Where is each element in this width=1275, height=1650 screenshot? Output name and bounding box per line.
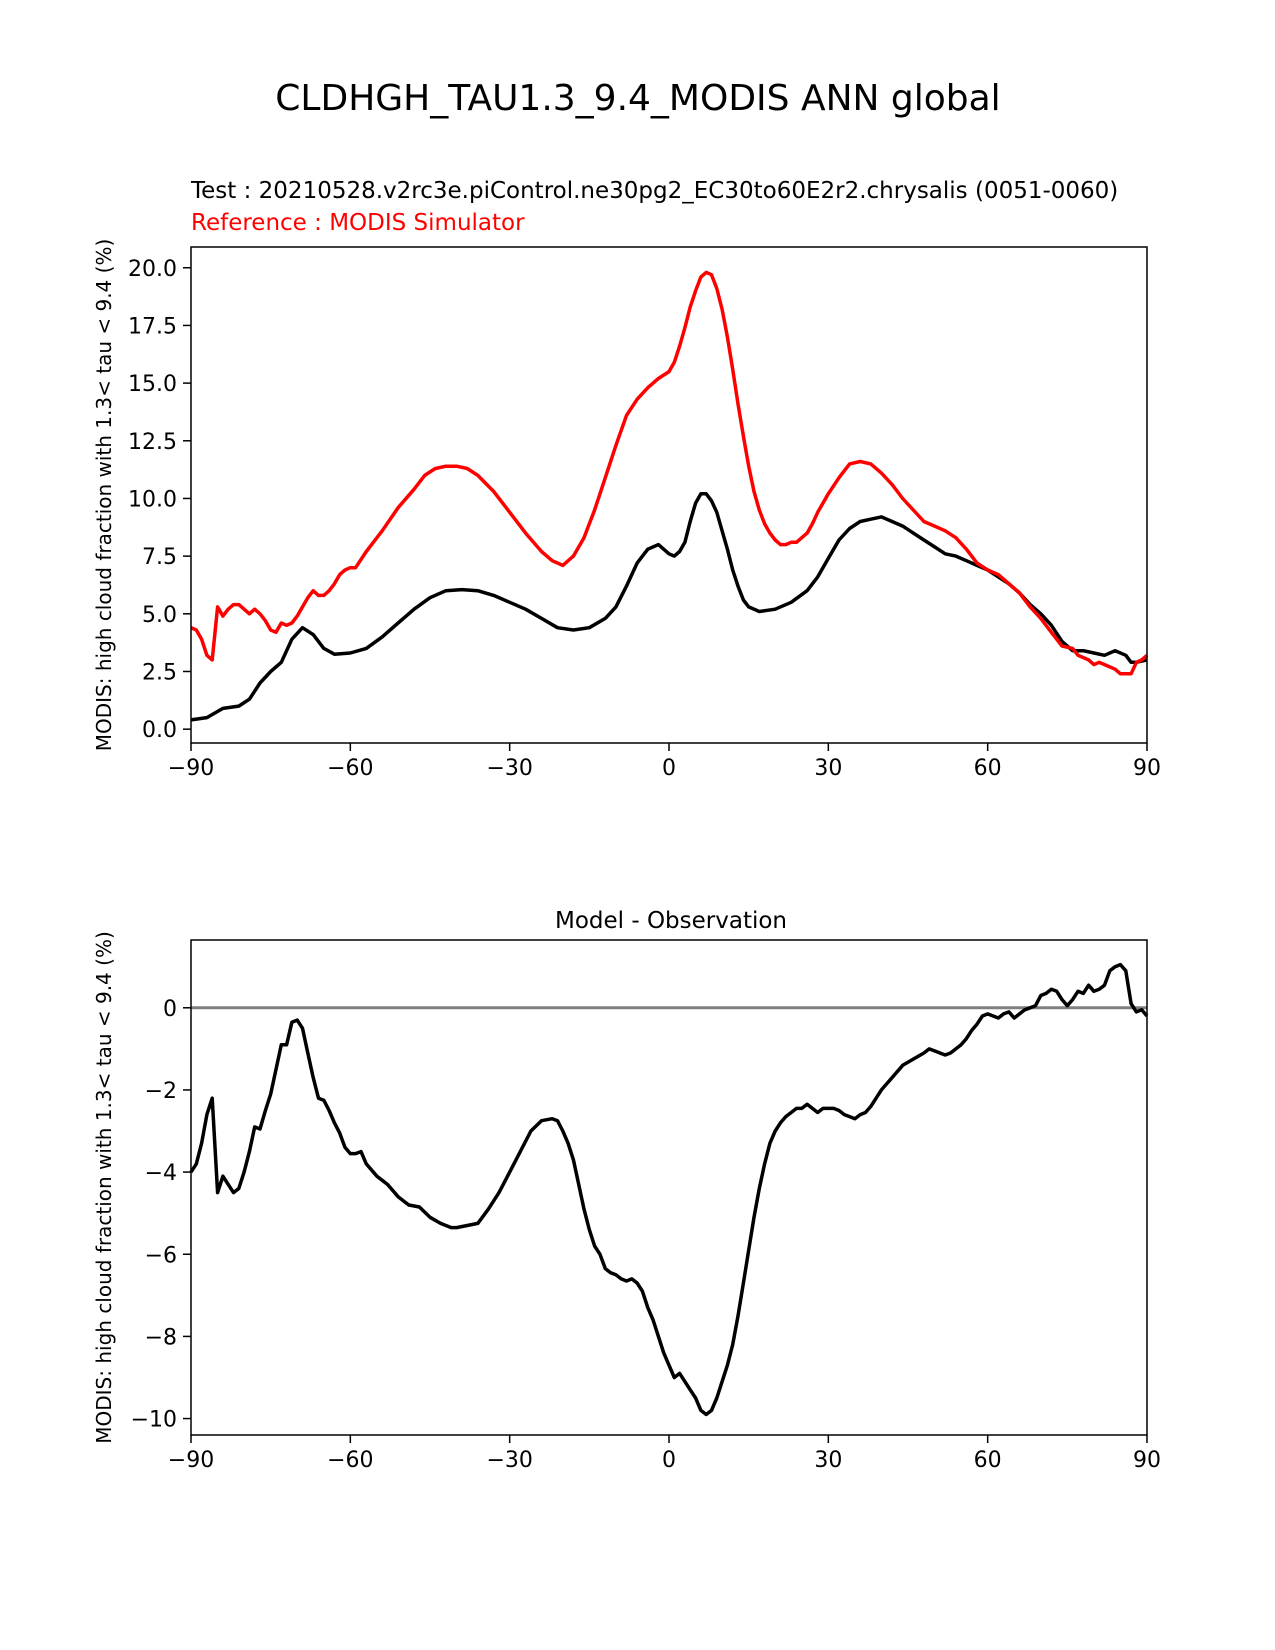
top-series-group [190,270,1149,722]
top-y-axis-label: MODIS: high cloud fraction with 1.3< tau… [92,239,116,751]
top-x-tick-label: −30 [486,756,532,781]
top-y-tick-label: 10.0 [128,487,177,512]
top-series-line-2 [190,270,1149,676]
bottom-series-line-1 [189,962,1149,1417]
bottom-series-group [189,962,1149,1417]
top-axes: −90 −60 −30 0 30 60 90 0.0 2.5 5.0 7.5 10.0 12.5 15.0… [128,246,1161,781]
bottom-y-tick-label: −6 [145,1243,177,1268]
top-y-tick-label: 17.5 [128,314,177,339]
bottom-axes: −90 −60 −30 0 30 60 90 −10 −8 −6 −4 −2 0 [131,939,1161,1473]
reference-label: Reference : MODIS Simulator [191,210,525,236]
top-y-tick-label: 7.5 [142,545,177,570]
bottom-y-tick-label: −10 [131,1408,177,1433]
top-x-tick-label: 60 [974,756,1002,781]
top-x-tick-label: 90 [1133,756,1161,781]
bottom-y-tick-label: −4 [145,1161,177,1186]
top-y-tick-label: 20.0 [128,257,177,282]
bottom-x-tick-label: 0 [662,1448,676,1473]
bottom-panel: Model - Observation −90 −60 −30 0 30 60 90−10−… [92,908,1161,1473]
top-x-tick-label: −60 [327,756,373,781]
difference-title: Model - Observation [555,908,787,934]
bottom-x-tick-label: −90 [168,1448,214,1473]
test-label: Test : 20210528.v2rc3e.piControl.ne30pg2… [190,178,1118,204]
bottom-y-axis-label: MODIS: high cloud fraction with 1.3< tau… [92,931,116,1443]
bottom-x-tick-label: 60 [974,1448,1002,1473]
top-panel: Test : 20210528.v2rc3e.piControl.ne30pg2… [92,178,1161,781]
bottom-y-tick-label: −2 [145,1079,177,1104]
top-x-tick-label: 30 [814,756,842,781]
bottom-x-tick-label: −30 [486,1448,532,1473]
bottom-y-tick-label: 0 [163,997,177,1022]
top-y-tick-label: 12.5 [128,430,177,455]
top-x-tick-label: 0 [662,756,676,781]
top-y-tick-label: 0.0 [142,718,177,743]
bottom-x-tick-label: 30 [814,1448,842,1473]
top-y-tick-label: 5.0 [142,603,177,628]
top-y-tick-label: 2.5 [142,660,177,685]
figure-title: CLDHGH_TAU1.3_9.4_MODIS ANN global [275,78,1000,119]
top-y-tick-label: 15.0 [128,372,177,397]
bottom-x-tick-label: 90 [1133,1448,1161,1473]
top-x-tick-label: −90 [168,756,214,781]
bottom-x-tick-label: −60 [327,1448,373,1473]
bottom-y-tick-label: −8 [145,1325,177,1350]
